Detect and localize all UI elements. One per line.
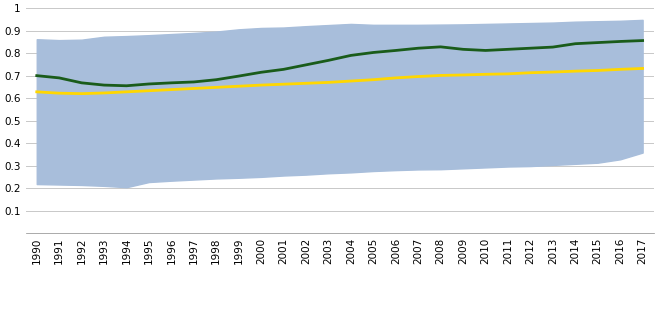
Legend: Latvija, mediāna: Latvija, mediāna <box>255 330 424 333</box>
